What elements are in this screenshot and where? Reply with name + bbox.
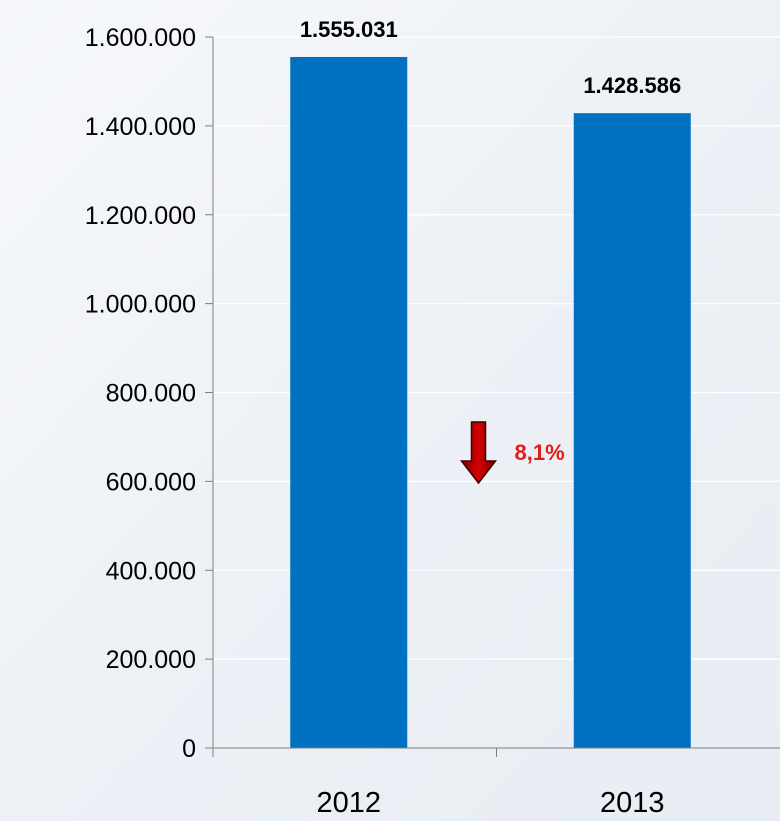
labels: 0 200.000 400.000 600.000 800.000 1.000.000 1.…: [85, 17, 681, 819]
y-tick-label: 1.000.000: [85, 291, 196, 319]
x-tick-label-2012: 2012: [316, 787, 381, 819]
data-label-2013: 1.428.586: [583, 73, 681, 98]
y-tick-label: 1.200.000: [85, 202, 196, 230]
arrow-down-icon: [459, 421, 498, 485]
bars: [290, 56, 691, 749]
y-tick-label: 400.000: [106, 557, 196, 585]
data-label-2012: 1.555.031: [300, 17, 398, 42]
y-tick-label: 0: [182, 735, 196, 763]
y-tick-label: 800.000: [106, 380, 196, 408]
change-annotation: 8,1%: [459, 421, 565, 485]
change-percentage-label: 8,1%: [515, 440, 565, 465]
bar-2013: [573, 113, 691, 748]
y-tick-label: 1.600.000: [85, 24, 196, 52]
x-tick-label-2013: 2013: [600, 787, 665, 819]
y-tick-label: 200.000: [106, 646, 196, 674]
axes: [205, 36, 780, 757]
y-tick-label: 1.400.000: [85, 113, 196, 141]
y-tick-label: 600.000: [106, 468, 196, 496]
bar-2012: [290, 56, 408, 749]
